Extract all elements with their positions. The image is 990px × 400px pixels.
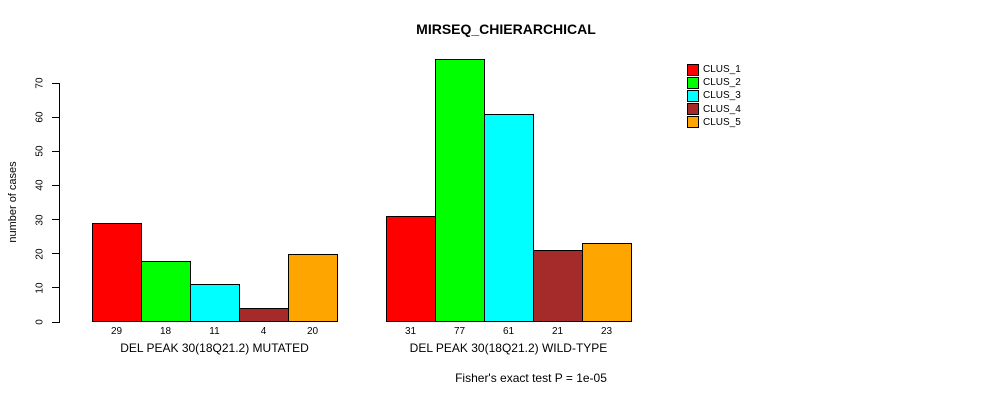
bar-clus_5: [288, 254, 338, 322]
legend-label: CLUS_1: [703, 64, 741, 76]
y-axis-tick-label: 0: [34, 319, 46, 325]
y-axis-tick-label: 70: [34, 77, 46, 89]
bar-value-label: 21: [551, 326, 564, 337]
y-axis-tick: [52, 219, 59, 221]
bar-clus_1: [92, 223, 142, 322]
y-axis-tick-label: 60: [34, 111, 46, 123]
legend: CLUS_1 CLUS_2 CLUS_3 CLUS_4 CLUS_5: [687, 63, 741, 129]
bar-clus_4: [239, 308, 289, 322]
legend-item: CLUS_5: [687, 116, 741, 129]
legend-label: CLUS_5: [703, 116, 741, 128]
group-label: DEL PEAK 30(18Q21.2) MUTATED: [120, 341, 309, 355]
chart-title: MIRSEQ_CHIERARCHICAL: [416, 21, 596, 37]
bar-value-label: 20: [306, 326, 319, 337]
legend-item: CLUS_3: [687, 89, 741, 102]
legend-item: CLUS_1: [687, 63, 741, 76]
bar-value-label: 61: [502, 326, 515, 337]
bar-value-label: 18: [159, 326, 172, 337]
legend-swatch: [687, 63, 699, 76]
bar-clus_4: [533, 250, 583, 322]
y-axis-tick-label: 30: [34, 214, 46, 226]
bar-value-label: 77: [453, 326, 466, 337]
y-axis-tick: [52, 287, 59, 289]
legend-label: CLUS_2: [703, 77, 741, 89]
y-axis-label: number of cases: [7, 161, 19, 243]
bar-value-label: 4: [260, 326, 267, 337]
bar-clus_2: [435, 59, 485, 322]
annotation-fisher-test: Fisher's exact test P = 1e-05: [455, 371, 607, 385]
y-axis-tick-label: 40: [34, 179, 46, 191]
legend-swatch: [687, 89, 699, 102]
y-axis: [59, 83, 60, 323]
legend-swatch: [687, 116, 699, 129]
y-axis-tick: [52, 82, 59, 84]
y-axis-tick-label: 10: [34, 282, 46, 294]
y-axis-tick: [52, 321, 59, 323]
y-axis-tick: [52, 253, 59, 255]
y-axis-tick-label: 50: [34, 145, 46, 157]
group-label: DEL PEAK 30(18Q21.2) WILD-TYPE: [409, 341, 608, 355]
y-axis-tick: [52, 150, 59, 152]
bar-clus_5: [582, 243, 632, 322]
bar-clus_1: [386, 216, 436, 322]
y-axis-tick-label: 20: [34, 248, 46, 260]
bar-value-label: 29: [110, 326, 123, 337]
bar-clus_3: [190, 284, 240, 322]
legend-label: CLUS_4: [703, 103, 741, 115]
legend-label: CLUS_3: [703, 90, 741, 102]
bar-value-label: 23: [600, 326, 613, 337]
legend-swatch: [687, 76, 699, 89]
y-axis-tick: [52, 116, 59, 118]
bar-value-label: 31: [404, 326, 417, 337]
bar-clus_3: [484, 114, 534, 322]
legend-item: CLUS_4: [687, 103, 741, 116]
y-axis-tick: [52, 184, 59, 186]
bar-value-label: 11: [209, 326, 220, 337]
legend-item: CLUS_2: [687, 76, 741, 89]
legend-swatch: [687, 103, 699, 116]
bar-clus_2: [141, 261, 191, 322]
